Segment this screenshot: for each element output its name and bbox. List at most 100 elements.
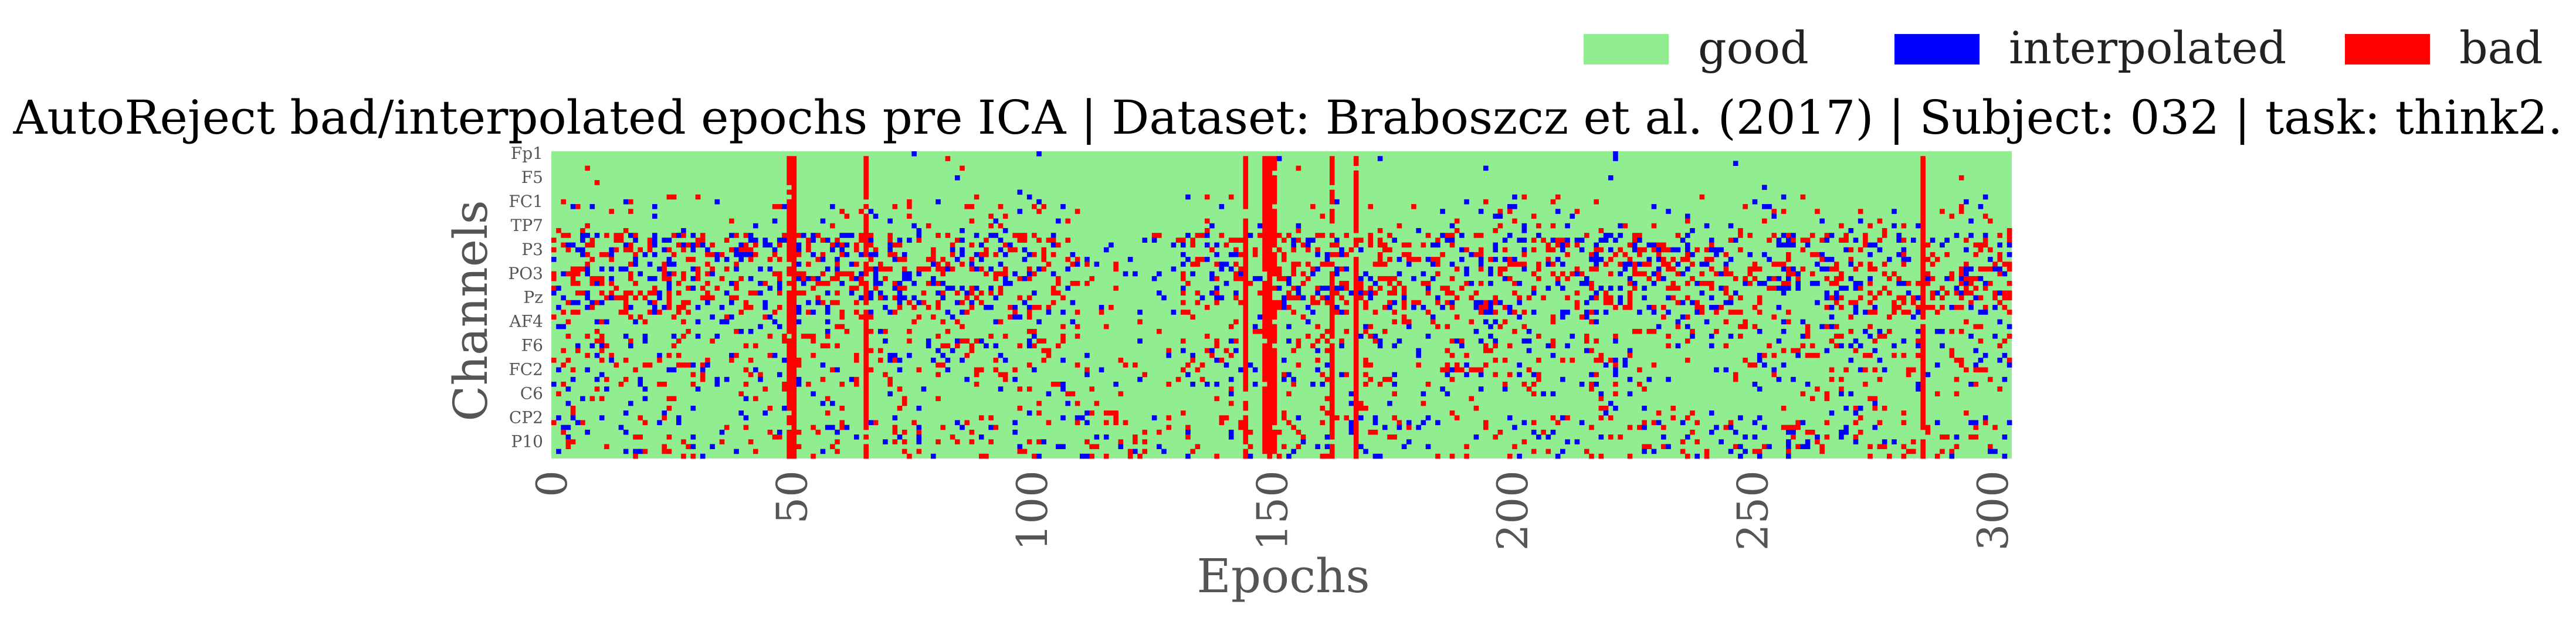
heatmap-cell-interpolated xyxy=(1512,257,1517,262)
heatmap-cell-bad xyxy=(1445,348,1450,354)
heatmap-cell-bad xyxy=(1709,257,1714,262)
heatmap-cell-bad xyxy=(700,362,706,368)
heatmap-cell-interpolated xyxy=(1752,420,1758,426)
heatmap-cell-bad xyxy=(1267,400,1273,406)
heatmap-cell-bad xyxy=(743,367,749,373)
heatmap-cell-interpolated xyxy=(628,233,633,238)
heatmap-cell-interpolated xyxy=(599,415,605,420)
heatmap-cell-bad xyxy=(1839,271,1844,277)
heatmap-cell-bad xyxy=(945,328,951,334)
heatmap-cell-bad xyxy=(1531,286,1537,291)
heatmap-cell-bad xyxy=(729,218,734,224)
heatmap-cell-bad xyxy=(1262,237,1267,243)
heatmap-cell-bad xyxy=(849,271,855,277)
heatmap-cell-bad xyxy=(1262,290,1267,296)
heatmap-cell-bad xyxy=(1988,281,1993,286)
heatmap-cell-bad xyxy=(1762,352,1767,358)
heatmap-cell-interpolated xyxy=(1858,218,1863,224)
heatmap-cell-bad xyxy=(1738,247,1743,253)
heatmap-cell-interpolated xyxy=(796,382,802,387)
heatmap-cell-bad xyxy=(1272,439,1277,444)
heatmap-cell-bad xyxy=(969,204,975,209)
heatmap-cell-bad xyxy=(594,338,600,344)
heatmap-cell-interpolated xyxy=(1843,247,1849,253)
heatmap-cell-bad xyxy=(1008,247,1013,253)
heatmap-cell-interpolated xyxy=(657,420,662,426)
heatmap-cell-bad xyxy=(1882,228,1887,233)
heatmap-cell-bad xyxy=(1233,295,1239,301)
heatmap-cell-interpolated xyxy=(1137,376,1143,382)
heatmap-cell-bad xyxy=(719,439,725,444)
heatmap-cell-bad xyxy=(897,257,903,262)
heatmap-cell-interpolated xyxy=(1603,310,1609,315)
heatmap-cell-bad xyxy=(1906,281,1911,286)
heatmap-cell-bad xyxy=(638,434,643,440)
heatmap-cell-bad xyxy=(1920,415,1926,420)
heatmap-cell-interpolated xyxy=(1685,266,1690,272)
heatmap-cell-bad xyxy=(791,319,797,325)
heatmap-cell-bad xyxy=(863,372,869,378)
heatmap-cell-interpolated xyxy=(1603,362,1609,368)
heatmap-cell-interpolated xyxy=(1594,242,1599,248)
heatmap-cell-interpolated xyxy=(1411,305,1416,310)
heatmap-cell-bad xyxy=(1637,252,1642,257)
heatmap-cell-bad xyxy=(599,290,605,296)
heatmap-cell-bad xyxy=(1329,218,1335,224)
heatmap-cell-bad xyxy=(1190,242,1195,248)
heatmap-cell-bad xyxy=(1368,233,1374,238)
heatmap-cell-bad xyxy=(1089,276,1094,281)
heatmap-cell-bad xyxy=(964,352,970,358)
heatmap-cell-interpolated xyxy=(1848,262,1854,267)
heatmap-cell-bad xyxy=(1353,204,1359,209)
heatmap-cell-interpolated xyxy=(1459,247,1465,253)
heatmap-cell-interpolated xyxy=(1762,281,1767,286)
heatmap-cell-interpolated xyxy=(1459,233,1465,238)
heatmap-cell-bad xyxy=(1363,362,1368,368)
heatmap-cell-interpolated xyxy=(782,237,787,243)
heatmap-cell-bad xyxy=(1329,382,1335,387)
heatmap-cell-interpolated xyxy=(585,271,590,277)
heatmap-cell-bad xyxy=(839,324,845,330)
heatmap-cell-bad xyxy=(1815,252,1820,257)
heatmap-cell-bad xyxy=(1353,228,1359,233)
heatmap-cell-interpolated xyxy=(1992,305,1998,310)
heatmap-cell-bad xyxy=(681,439,686,444)
heatmap-cell-bad xyxy=(1243,319,1249,325)
heatmap-cell-bad xyxy=(1243,180,1249,185)
heatmap-cell-bad xyxy=(1896,305,1902,310)
heatmap-cell-interpolated xyxy=(1157,271,1162,277)
heatmap-cell-bad xyxy=(1618,262,1623,267)
heatmap-cell-bad xyxy=(1531,449,1537,454)
heatmap-cell-interpolated xyxy=(796,276,802,281)
heatmap-cell-bad xyxy=(854,247,859,253)
heatmap-cell-bad xyxy=(1382,276,1388,281)
heatmap-cell-bad xyxy=(1925,305,1931,310)
heatmap-cell-bad xyxy=(791,242,797,248)
heatmap-cell-bad xyxy=(1949,213,1955,219)
heatmap-cell-bad xyxy=(1113,286,1118,291)
heatmap-cell-bad xyxy=(710,338,715,344)
heatmap-cell-interpolated xyxy=(1151,237,1157,243)
heatmap-cell-bad xyxy=(1238,276,1243,281)
heatmap-cell-bad xyxy=(1589,310,1594,315)
heatmap-cell-bad xyxy=(791,305,797,310)
heatmap-cell-bad xyxy=(1272,233,1277,238)
heatmap-cell-bad xyxy=(1026,310,1032,315)
heatmap-cell-interpolated xyxy=(1579,281,1585,286)
heatmap-cell-bad xyxy=(743,242,749,248)
heatmap-cell-interpolated xyxy=(1786,242,1791,248)
heatmap-cell-bad xyxy=(787,161,792,166)
heatmap-cell-interpolated xyxy=(1493,247,1498,253)
heatmap-cell-bad xyxy=(561,382,566,387)
heatmap-cell-interpolated xyxy=(1608,286,1614,291)
heatmap-cell-bad xyxy=(1329,415,1335,420)
heatmap-cell-bad xyxy=(1267,286,1273,291)
heatmap-cell-bad xyxy=(815,257,821,262)
heatmap-cell-interpolated xyxy=(1968,382,1974,387)
heatmap-cell-bad xyxy=(1603,295,1609,301)
heatmap-cell-bad xyxy=(1656,242,1662,248)
heatmap-cell-bad xyxy=(1185,310,1191,315)
heatmap-cell-bad xyxy=(835,324,840,330)
heatmap-cell-bad xyxy=(1901,295,1907,301)
heatmap-cell-interpolated xyxy=(1776,305,1782,310)
